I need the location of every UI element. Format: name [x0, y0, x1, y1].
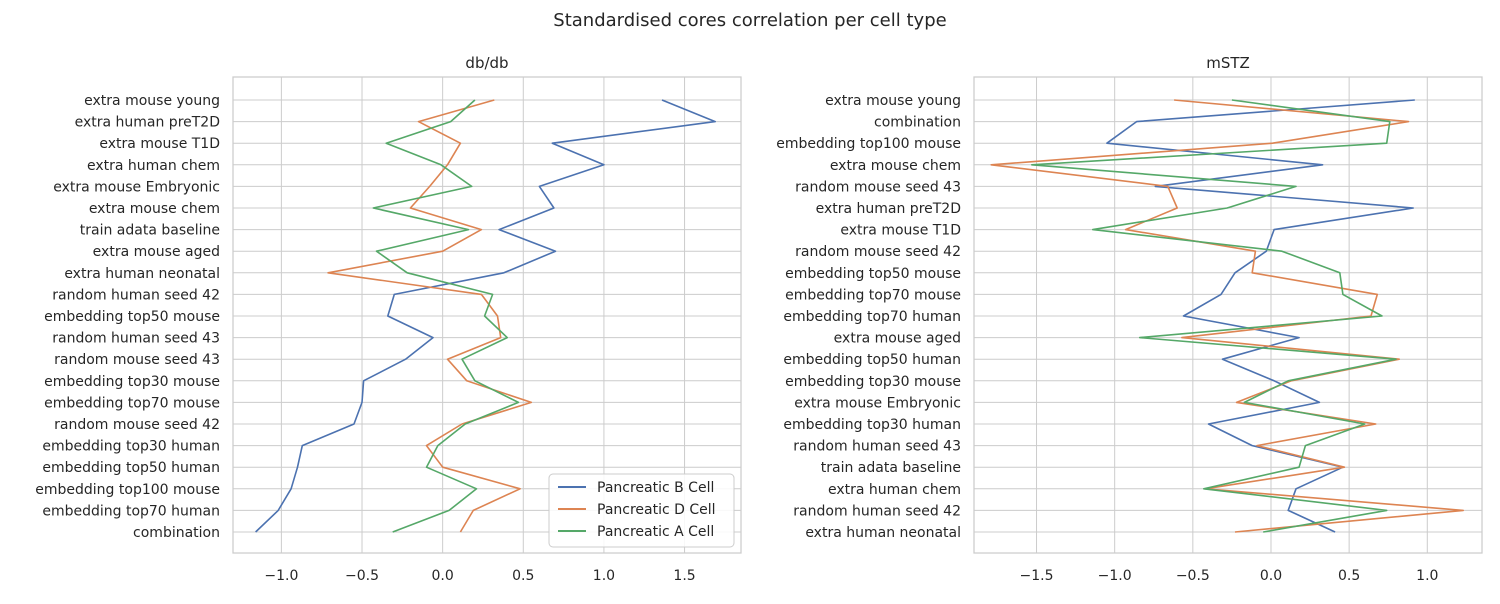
panel-title: mSTZ: [1206, 54, 1250, 72]
y-tick-label: train adata baseline: [821, 460, 961, 476]
y-tick-label: embedding top50 human: [783, 352, 961, 368]
y-tick-label: train adata baseline: [80, 223, 220, 239]
y-tick-label: extra human neonatal: [805, 525, 961, 541]
series-line-pancreatic-b-cell: [255, 99, 717, 533]
x-tick-label: 1.0: [1416, 568, 1438, 584]
panel-title: db/db: [465, 54, 508, 72]
y-tick-label: embedding top70 mouse: [44, 395, 220, 411]
x-tick-label: −0.5: [1176, 568, 1210, 584]
legend: Pancreatic B Cell Pancreatic D Cell Pancre…: [548, 473, 735, 548]
y-tick-label: random mouse seed 42: [795, 244, 961, 260]
series-line-pancreatic-d-cell: [327, 99, 533, 533]
x-tick-label: 0.0: [432, 568, 454, 584]
y-tick-label: embedding top50 mouse: [785, 266, 961, 282]
y-tick-label: embedding top50 mouse: [44, 309, 220, 325]
legend-label-pancreatic-b-cell: Pancreatic B Cell: [597, 480, 714, 496]
y-tick-label: extra human chem: [828, 482, 961, 498]
x-tick-label: 0.5: [512, 568, 534, 584]
y-tick-label: embedding top30 human: [783, 417, 961, 433]
y-tick-label: extra mouse young: [825, 93, 961, 109]
y-tick-label: extra human preT2D: [816, 201, 961, 217]
y-tick-label: embedding top100 mouse: [776, 136, 961, 152]
y-tick-label: combination: [874, 115, 961, 131]
y-tick-label: combination: [133, 525, 220, 541]
y-tick-label: extra mouse chem: [89, 201, 220, 217]
x-tick-label: −0.5: [345, 568, 379, 584]
y-tick-label: extra mouse aged: [834, 331, 961, 347]
x-tick-label: −1.0: [1098, 568, 1132, 584]
y-tick-label: random mouse seed 43: [795, 179, 961, 195]
y-tick-label: extra mouse Embryonic: [53, 179, 220, 195]
series-line-pancreatic-a-cell: [372, 99, 520, 533]
y-tick-label: extra mouse young: [84, 93, 220, 109]
y-tick-label: embedding top30 mouse: [785, 374, 961, 390]
y-tick-label: embedding top100 mouse: [35, 482, 220, 498]
plot-frame: [232, 76, 742, 554]
y-tick-label: random human seed 43: [52, 331, 220, 347]
y-tick-label: embedding top30 human: [42, 439, 220, 455]
legend-box: [548, 473, 735, 548]
y-tick-label: extra human preT2D: [75, 115, 220, 131]
y-tick-label: random human seed 42: [52, 287, 220, 303]
y-tick-label: extra mouse Embryonic: [794, 395, 961, 411]
y-tick-label: embedding top50 human: [42, 460, 220, 476]
chart-title: Standardised cores correlation per cell …: [553, 10, 946, 31]
x-tick-label: 1.5: [673, 568, 695, 584]
y-tick-label: embedding top70 mouse: [785, 287, 961, 303]
x-tick-label: 0.5: [1338, 568, 1360, 584]
series-line-pancreatic-a-cell: [1031, 99, 1397, 533]
y-tick-label: random human seed 43: [793, 439, 961, 455]
y-tick-label: random mouse seed 42: [54, 417, 220, 433]
x-tick-label: −1.5: [1020, 568, 1054, 584]
y-tick-label: random mouse seed 43: [54, 352, 220, 368]
series-line-pancreatic-d-cell: [990, 99, 1464, 533]
y-tick-label: extra mouse T1D: [99, 136, 220, 152]
y-tick-label: extra mouse T1D: [840, 223, 961, 239]
panel-db-db: −1.0 −0.5 0.0 0.5 1.0 1.5 extra mouse young ext…: [35, 54, 742, 584]
legend-label-pancreatic-a-cell: Pancreatic A Cell: [597, 524, 714, 540]
x-tick-label: 0.0: [1260, 568, 1282, 584]
y-tick-label: extra human chem: [87, 158, 220, 174]
y-tick-label: embedding top30 mouse: [44, 374, 220, 390]
y-tick-label: embedding top70 human: [42, 503, 220, 519]
x-tick-label: 1.0: [593, 568, 615, 584]
panel-mstz: −1.5 −1.0 −0.5 0.0 0.5 1.0 extra mouse young co…: [776, 54, 1483, 584]
y-tick-label: extra mouse chem: [830, 158, 961, 174]
legend-label-pancreatic-d-cell: Pancreatic D Cell: [597, 502, 716, 518]
y-tick-label: embedding top70 human: [783, 309, 961, 325]
y-tick-label: extra human neonatal: [64, 266, 220, 282]
x-tick-label: −1.0: [264, 568, 298, 584]
y-tick-label: extra mouse aged: [93, 244, 220, 260]
plot-frame: [973, 76, 1483, 554]
y-tick-label: random human seed 42: [793, 503, 961, 519]
